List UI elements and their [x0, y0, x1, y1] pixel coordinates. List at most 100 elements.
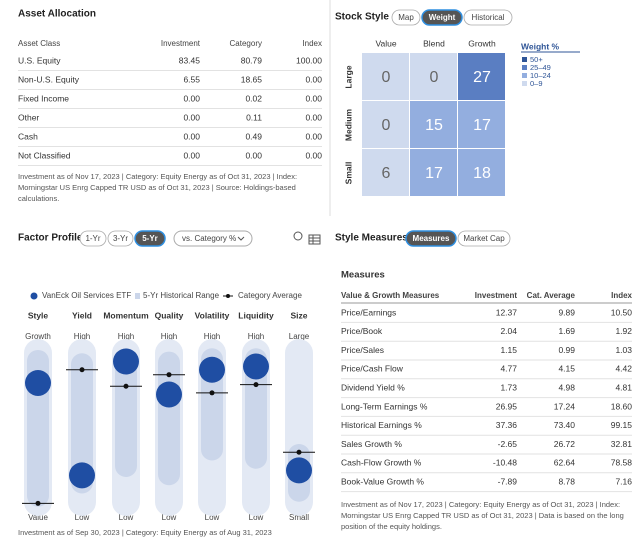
factor-name: Momentum: [103, 310, 149, 320]
table-cell: 83.45: [179, 55, 201, 65]
footnote: Morningstar US Enrg Capped TR USD as of …: [341, 511, 624, 520]
table-cell: 99.15: [611, 420, 633, 430]
tab[interactable]: [134, 230, 166, 247]
footnote: Morningstar US Enrg Capped TR USD as of …: [18, 183, 296, 192]
table-cell: -7.89: [498, 476, 518, 486]
cell-value: 27: [473, 69, 491, 86]
table-cell: Book-Value Growth %: [341, 476, 424, 486]
style-cell: [362, 149, 409, 196]
table-cell: Not Classified: [18, 150, 71, 160]
table-cell: 18.65: [241, 74, 263, 84]
table-cell: 2.04: [500, 326, 517, 336]
column-header: Investment: [161, 39, 201, 48]
column-header: Index: [302, 39, 322, 48]
table-cell: 4.98: [558, 382, 575, 392]
tab[interactable]: [421, 9, 463, 26]
tab-label[interactable]: Measures: [413, 234, 450, 243]
table-icon[interactable]: [308, 234, 321, 245]
tab-label[interactable]: Weight: [429, 13, 456, 22]
style-cell: [362, 53, 409, 100]
cell-value: 17: [473, 117, 491, 134]
legend-dot: [30, 292, 38, 300]
info-icon[interactable]: [293, 231, 303, 241]
table-cell: 0.02: [245, 93, 262, 103]
table-cell: 26.95: [496, 401, 518, 411]
table-cell: 0.00: [183, 93, 200, 103]
table-cell: 0.00: [183, 131, 200, 141]
column-header: Asset Class: [18, 39, 60, 48]
dropdown-label[interactable]: vs. Category %: [182, 234, 236, 243]
table-cell: Fixed Income: [18, 93, 69, 103]
table-cell: 1.03: [615, 345, 632, 355]
table-cell: 37.36: [496, 420, 518, 430]
fund-dot: [199, 356, 225, 383]
category-average-dot: [79, 367, 85, 373]
factor-bottom: Low: [249, 513, 264, 522]
table-cell: Other: [18, 112, 39, 122]
table-cell: Cash: [18, 131, 38, 141]
table-cell: Cash-Flow Growth %: [341, 458, 422, 468]
table-cell: 73.40: [554, 420, 576, 430]
tab-label[interactable]: Map: [398, 13, 414, 22]
cell-value: 0: [382, 117, 391, 134]
tab[interactable]: [79, 230, 107, 247]
category-average-dot: [35, 500, 41, 506]
cell-value: 18: [473, 165, 491, 182]
cell-value: 0: [382, 69, 391, 86]
cell-value: 6: [382, 165, 391, 182]
factor-name: Liquidity: [238, 310, 274, 320]
tab[interactable]: [391, 9, 421, 26]
dropdown[interactable]: [173, 230, 253, 247]
subtitle: Measures: [341, 270, 385, 281]
dropdown-caret: [237, 236, 245, 241]
table-cell: U.S. Equity: [18, 55, 61, 65]
tab[interactable]: [463, 9, 513, 26]
table-cell: 7.16: [615, 476, 632, 486]
footnote: Investment as of Nov 17, 2023 | Category…: [18, 172, 297, 181]
table-cell: 0.00: [305, 131, 322, 141]
table-cell: 1.73: [500, 382, 517, 392]
table-cell: 0.00: [305, 150, 322, 160]
legend-label: 25–49: [530, 63, 551, 72]
style-cell: [410, 149, 457, 196]
column-header: Value & Growth Measures: [341, 291, 440, 300]
row-label: Small: [343, 162, 353, 185]
tab-label[interactable]: 3-Yr: [113, 234, 128, 243]
table-cell: 17.24: [554, 401, 576, 411]
table-cell: 4.81: [615, 382, 632, 392]
tab-label[interactable]: Historical: [472, 13, 505, 22]
column-header: Value: [375, 38, 396, 48]
tab[interactable]: [405, 230, 457, 247]
table-cell: 0.11: [246, 112, 262, 122]
column-header: Investment: [475, 291, 518, 300]
table-cell: 4.42: [615, 364, 632, 374]
factor-top: High: [74, 332, 90, 341]
table-cell: 18.60: [611, 401, 633, 411]
tab-label[interactable]: 1-Yr: [85, 234, 100, 243]
table-cell: 4.77: [500, 364, 517, 374]
table-cell: 0.00: [183, 112, 200, 122]
fund-dot: [243, 353, 269, 380]
table-cell: 100.00: [296, 55, 322, 65]
cell-value: 15: [425, 117, 443, 134]
table-cell: Historical Earnings %: [341, 420, 422, 430]
tab-label[interactable]: Market Cap: [463, 234, 505, 243]
legend-avg: [226, 294, 230, 298]
table-cell: 0.00: [305, 112, 322, 122]
tab-label[interactable]: 5-Yr: [142, 234, 158, 243]
factor-bottom: Low: [205, 513, 220, 522]
footnote: calculations.: [18, 194, 59, 203]
table-cell: 0.00: [305, 74, 322, 84]
table-cell: 9.89: [558, 307, 575, 317]
tab[interactable]: [107, 230, 134, 247]
table-cell: Price/Cash Flow: [341, 364, 404, 374]
table-cell: 0.49: [245, 131, 262, 141]
style-cell: [362, 101, 409, 148]
factor-bottom: Small: [289, 513, 309, 522]
fund-dot: [286, 457, 312, 484]
legend-range: [135, 293, 140, 299]
historical-range: [115, 348, 137, 477]
tab[interactable]: [457, 230, 511, 247]
column-header: Category: [230, 39, 262, 48]
